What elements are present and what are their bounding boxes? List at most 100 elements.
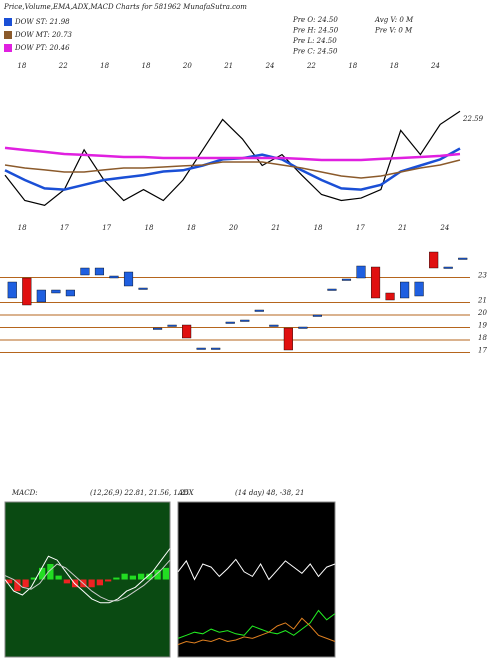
x-tick-label: 21	[397, 224, 407, 232]
price-info: Pre H: 24.50	[292, 27, 339, 35]
candle	[80, 267, 90, 276]
x-tick-label: 22	[58, 62, 68, 70]
panel-background	[4, 501, 171, 658]
series-line	[177, 609, 336, 639]
candle	[51, 289, 61, 294]
series-line	[4, 559, 171, 602]
y-tick-label: 21	[477, 297, 487, 305]
candle	[400, 281, 410, 299]
x-tick-label: 17	[102, 224, 111, 232]
candle	[298, 326, 308, 329]
candle	[211, 347, 221, 350]
candle	[196, 347, 206, 350]
series-line	[177, 558, 336, 581]
candle	[138, 287, 148, 290]
series-line	[4, 159, 461, 179]
histogram-bar	[146, 573, 153, 580]
volume-info: Avg V: 0 M	[374, 16, 414, 24]
candle	[167, 324, 177, 327]
x-tick-label: 24	[265, 62, 275, 70]
candle	[327, 288, 337, 291]
candle	[22, 277, 32, 306]
histogram-bar	[154, 569, 161, 580]
candle	[225, 321, 235, 324]
candle	[65, 289, 75, 297]
panel-params: (12,26,9) 22.81, 21.56, 1.25	[90, 489, 190, 497]
histogram-bar	[6, 579, 13, 584]
legend-label: DOW MT: 20.73	[14, 31, 73, 39]
histogram-bar	[121, 573, 128, 580]
candle	[182, 324, 192, 339]
histogram-bar	[22, 579, 29, 588]
x-tick-label: 17	[60, 224, 69, 232]
candle	[240, 319, 250, 322]
candle	[7, 281, 17, 299]
legend-swatch	[4, 44, 12, 52]
candle	[109, 275, 119, 279]
candle	[429, 251, 439, 269]
volume-info: Pre V: 0 M	[374, 27, 413, 35]
x-tick-label: 18	[348, 62, 357, 70]
panel-background	[177, 501, 336, 658]
legend-swatch	[4, 31, 12, 39]
x-tick-label: 24	[430, 62, 440, 70]
histogram-bar	[39, 567, 46, 580]
x-tick-label: 18	[18, 224, 27, 232]
x-tick-label: 18	[187, 224, 196, 232]
y-tick-label: 19	[478, 322, 487, 330]
y-tick-label: 18	[478, 334, 487, 342]
x-tick-label: 17	[356, 224, 365, 232]
histogram-bar	[129, 575, 136, 580]
candle	[312, 314, 322, 317]
y-tick-label: 23	[477, 272, 487, 280]
x-tick-label: 22	[306, 62, 316, 70]
candle	[414, 281, 424, 297]
x-tick-label: 18	[314, 224, 323, 232]
panel-params: (14 day) 48, -38, 21	[235, 489, 304, 497]
price-info: Pre O: 24.50	[292, 16, 338, 24]
legend-label: DOW PT: 20.46	[14, 44, 70, 52]
price-info: Pre L: 24.50	[292, 37, 337, 45]
histogram-bar	[88, 579, 95, 588]
x-tick-label: 18	[142, 62, 151, 70]
histogram-bar	[47, 564, 54, 580]
candle	[153, 327, 163, 330]
histogram-bar	[162, 567, 169, 580]
panel-title: MACD:	[11, 489, 38, 497]
histogram-bar	[138, 573, 145, 580]
page-title: Price,Volume,EMA,ADX,MACD Charts for 581…	[3, 3, 247, 11]
series-line	[4, 110, 461, 206]
histogram-bar	[30, 577, 37, 580]
series-line	[4, 548, 171, 604]
histogram-bar	[63, 579, 70, 584]
histogram-bar	[55, 575, 62, 580]
x-tick-label: 24	[439, 224, 449, 232]
x-tick-label: 21	[223, 62, 233, 70]
x-tick-label: 18	[390, 62, 399, 70]
x-tick-label: 18	[17, 62, 26, 70]
legend-swatch	[4, 18, 12, 26]
series-line	[4, 146, 461, 162]
legend-label: DOW ST: 21.98	[14, 18, 70, 26]
x-tick-label: 21	[270, 224, 280, 232]
histogram-bar	[113, 577, 120, 580]
price-info: Pre C: 24.50	[292, 48, 338, 56]
x-tick-label: 20	[182, 62, 192, 70]
histogram-bar	[105, 579, 112, 582]
panel-title: ADX	[177, 489, 195, 497]
x-tick-label: 18	[145, 224, 154, 232]
candle	[458, 257, 468, 260]
value-label: 22.59	[462, 115, 484, 123]
y-tick-label: 20	[477, 309, 487, 317]
histogram-bar	[14, 579, 21, 592]
candle	[254, 309, 264, 312]
candle	[356, 265, 366, 279]
y-tick-label: 17	[478, 347, 487, 355]
candle	[443, 266, 453, 269]
candle	[94, 267, 105, 276]
candle	[36, 289, 46, 303]
histogram-bar	[96, 579, 103, 586]
candle	[283, 327, 293, 351]
candle	[341, 278, 352, 281]
